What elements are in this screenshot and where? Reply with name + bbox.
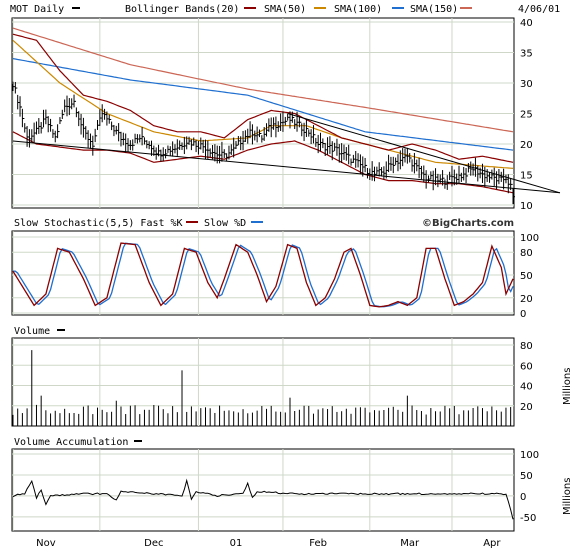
vacc-y-tick: 50	[520, 471, 533, 482]
x-tick-label: Dec	[144, 538, 163, 549]
trendline	[287, 113, 561, 194]
price-y-tick: 40	[520, 18, 533, 29]
ticker-swatch	[72, 7, 80, 9]
x-tick-label: Feb	[309, 538, 327, 549]
slow-d-line	[13, 242, 514, 308]
stochastic-layer	[12, 242, 514, 308]
price-y-tick: 10	[520, 201, 533, 212]
volume-accumulation-swatch	[134, 440, 142, 442]
bigcharts-credit: ©BigCharts.com	[422, 218, 514, 229]
sma150-line	[12, 27, 514, 133]
volume-swatch	[57, 329, 65, 331]
tick-label-layer: Nov Dec 01 Feb Mar Apr 40 35 30 25 20 15 10 100 80 50 20…	[36, 18, 539, 549]
stochastic-panel	[11, 230, 515, 316]
stochastic-title: Slow Stochastic(5,5) Fast %K	[14, 218, 183, 229]
price-y-tick: 30	[520, 79, 533, 90]
stochastic-header: Slow Stochastic(5,5) Fast %K Slow %D ©Bi…	[14, 218, 514, 229]
stochastic-y-tick: 100	[520, 233, 539, 244]
x-tick-label: Nov	[36, 538, 56, 549]
ticker-title: MOT Daily	[10, 4, 64, 15]
volume-y-tick: 80	[520, 341, 533, 352]
legend-sma150-swatch	[460, 7, 472, 9]
vacc-y-tick: 100	[520, 450, 539, 461]
legend-fastk-swatch	[186, 221, 198, 223]
price-y-tick: 25	[520, 110, 533, 121]
legend-slowd-swatch	[251, 221, 263, 223]
volume-y-tick: 40	[520, 382, 533, 393]
volume-title: Volume	[14, 326, 50, 337]
price-y-tick: 20	[520, 140, 533, 151]
legend-bollinger-label: Bollinger Bands(20)	[125, 4, 239, 15]
price-y-tick: 15	[520, 171, 533, 182]
legend-sma150-label: SMA(150)	[410, 4, 458, 15]
trendline	[12, 140, 560, 194]
stochastic-y-tick: 20	[520, 294, 533, 305]
chart-date: 4/06/01	[518, 4, 560, 15]
vacc-y-tick: -50	[520, 513, 536, 524]
volume-accumulation-header: Volume Accumulation	[14, 437, 142, 448]
volume-header: Volume	[14, 326, 65, 337]
legend-slowd-label: Slow %D	[204, 218, 246, 229]
volume-accumulation-panel	[11, 448, 515, 532]
sma100-line	[12, 58, 514, 151]
volume-y-tick: 20	[520, 402, 533, 413]
sma50-line	[12, 39, 514, 169]
stochastic-y-tick: 50	[520, 271, 533, 282]
fast-k-line	[12, 242, 514, 308]
volume-accumulation-line	[12, 478, 514, 520]
legend-sma50-label: SMA(50)	[264, 4, 306, 15]
legend-sma50-swatch	[314, 7, 326, 9]
bollinger-upper-band	[12, 33, 514, 163]
price-y-tick: 35	[520, 49, 533, 60]
price-layer	[12, 27, 561, 205]
x-tick-label: Apr	[483, 538, 501, 549]
volume-accumulation-layer	[12, 478, 514, 520]
volume-panel	[11, 337, 515, 427]
bollinger-lower-band	[12, 131, 514, 194]
stochastic-y-tick: 80	[520, 248, 533, 259]
x-tick-label: 01	[230, 538, 243, 549]
stochastic-y-tick: 0	[520, 309, 526, 320]
price-header: MOT Daily Bollinger Bands(20) SMA(50) SM…	[10, 4, 560, 15]
legend-bollinger-swatch	[244, 7, 256, 9]
volume-accumulation-ylabel: Millions	[562, 478, 573, 515]
x-tick-label: Mar	[400, 538, 420, 549]
volume-layer	[12, 350, 512, 426]
volume-ylabel: Millions	[562, 368, 573, 405]
volume-accumulation-title: Volume Accumulation	[14, 437, 128, 448]
vacc-y-tick: 0	[520, 492, 526, 503]
volume-y-tick: 60	[520, 361, 533, 372]
legend-sma100-swatch	[392, 7, 404, 9]
legend-sma100-label: SMA(100)	[334, 4, 382, 15]
